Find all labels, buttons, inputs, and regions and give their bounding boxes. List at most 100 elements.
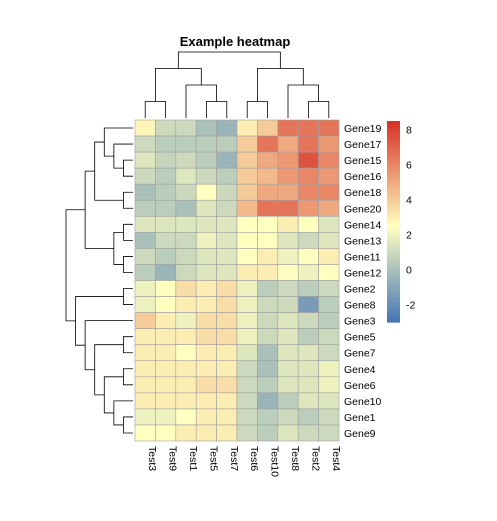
heatmap-cell xyxy=(277,360,299,378)
row-labels: Gene19 Gene17 Gene15 Gene16 Gene18 Gene20 Gene… xyxy=(344,123,382,440)
legend-tick-label: 8 xyxy=(406,125,412,137)
heatmap-cell xyxy=(318,119,340,137)
legend-color-segment xyxy=(387,188,400,192)
heatmap-cell xyxy=(257,280,279,297)
heatmap-cell xyxy=(134,135,156,153)
heatmap-cell xyxy=(155,199,177,217)
heatmap-cell xyxy=(216,360,238,378)
heatmap-cell xyxy=(257,376,279,394)
legend-color-segment xyxy=(387,208,400,213)
legend-color-segment xyxy=(387,265,400,269)
row-dendrogram-branch xyxy=(123,336,133,354)
heatmap-cell xyxy=(257,424,279,442)
legend-color-segment xyxy=(387,251,400,256)
heatmap-cell xyxy=(216,408,238,426)
heatmap-cell xyxy=(257,360,279,378)
heatmap-cell xyxy=(297,360,319,378)
legend-color-segment xyxy=(387,157,400,162)
legend-color-segment xyxy=(387,141,400,146)
heatmap-cell xyxy=(195,119,217,137)
heatmap-cell xyxy=(257,232,279,249)
row-dendrogram-branch xyxy=(123,256,133,273)
heatmap-cell xyxy=(236,312,258,329)
heatmap-cell xyxy=(134,408,156,426)
heatmap-cell xyxy=(155,151,177,169)
heatmap-cell xyxy=(216,135,238,153)
heatmap-cell xyxy=(318,296,340,313)
row-dendrogram-branch xyxy=(123,191,133,209)
heatmap-cell xyxy=(297,135,319,153)
chart-title: Example heatmap xyxy=(180,34,291,49)
heatmap-cell xyxy=(155,360,177,378)
heatmap-cell xyxy=(216,344,238,362)
heatmap-cell xyxy=(216,183,238,201)
legend-color-segment xyxy=(387,268,400,273)
heatmap-cell xyxy=(195,135,217,153)
legend-color-segment xyxy=(387,144,400,149)
heatmap-cell xyxy=(175,264,197,281)
column-label: Test1 xyxy=(187,446,199,471)
heatmap-cell xyxy=(318,183,340,201)
heatmap-cell xyxy=(216,312,238,329)
heatmap-cell xyxy=(195,232,217,249)
heatmap-cell xyxy=(318,167,340,185)
heatmap-cell xyxy=(195,376,217,394)
legend-color-segment xyxy=(387,198,400,202)
heatmap-cell xyxy=(134,232,156,249)
legend-color-segment xyxy=(387,271,400,276)
heatmap-cell xyxy=(195,183,217,201)
column-label: Test8 xyxy=(289,446,301,471)
legend-color-segment xyxy=(387,177,400,182)
color-legend: -2 0 2 4 6 8 xyxy=(387,121,415,323)
legend-color-segment xyxy=(387,174,400,179)
legend-color-segment xyxy=(387,151,400,156)
row-label: Gene3 xyxy=(344,316,376,328)
heatmap-cell xyxy=(277,424,299,442)
legend-tick-label: 0 xyxy=(406,265,412,277)
heatmap-cell xyxy=(155,392,177,410)
heatmap-cell xyxy=(236,135,258,153)
row-dendrogram-branch xyxy=(94,141,124,201)
heatmap-cell xyxy=(216,151,238,169)
column-dendrogram xyxy=(144,51,330,118)
heatmap-cell xyxy=(297,199,319,217)
row-dendrogram-branch xyxy=(103,127,133,157)
legend-color-segment xyxy=(387,171,400,176)
legend-color-segment xyxy=(387,261,400,266)
legend-color-segment xyxy=(387,131,400,135)
heatmap-cell xyxy=(277,248,299,265)
legend-tick-label: 4 xyxy=(406,195,412,207)
heatmap-cell xyxy=(134,119,156,137)
heatmap-cell xyxy=(134,280,156,297)
heatmap-cell xyxy=(175,248,197,265)
heatmap-cell xyxy=(216,280,238,297)
heatmap-cell xyxy=(297,151,319,169)
legend-color-segment xyxy=(387,318,400,323)
heatmap-cell xyxy=(236,199,258,217)
row-dendrogram-branch xyxy=(123,368,133,386)
heatmap-cell xyxy=(195,216,217,233)
heatmap-cell xyxy=(318,376,340,394)
heatmap-cell xyxy=(277,135,299,153)
heatmap-cell xyxy=(236,248,258,265)
heatmap-cell xyxy=(175,135,197,153)
legend-color-segment xyxy=(387,124,400,129)
heatmap-cell xyxy=(318,328,340,345)
heatmap-cell xyxy=(318,280,340,297)
legend-color-segment xyxy=(387,201,400,206)
heatmap-cell xyxy=(257,312,279,329)
heatmap-cell xyxy=(277,392,299,410)
legend-color-segment xyxy=(387,161,400,166)
heatmap-cell xyxy=(134,151,156,169)
heatmap-cell xyxy=(175,296,197,313)
heatmap-cell xyxy=(277,119,299,137)
row-label: Gene15 xyxy=(344,155,382,167)
heatmap-cell xyxy=(155,376,177,394)
legend-color-segment xyxy=(387,288,400,293)
legend-color-segment xyxy=(387,248,400,253)
heatmap-cell xyxy=(155,344,177,362)
legend-color-segment xyxy=(387,191,400,196)
column-label: Test4 xyxy=(330,446,342,471)
heatmap-cell xyxy=(297,296,319,313)
